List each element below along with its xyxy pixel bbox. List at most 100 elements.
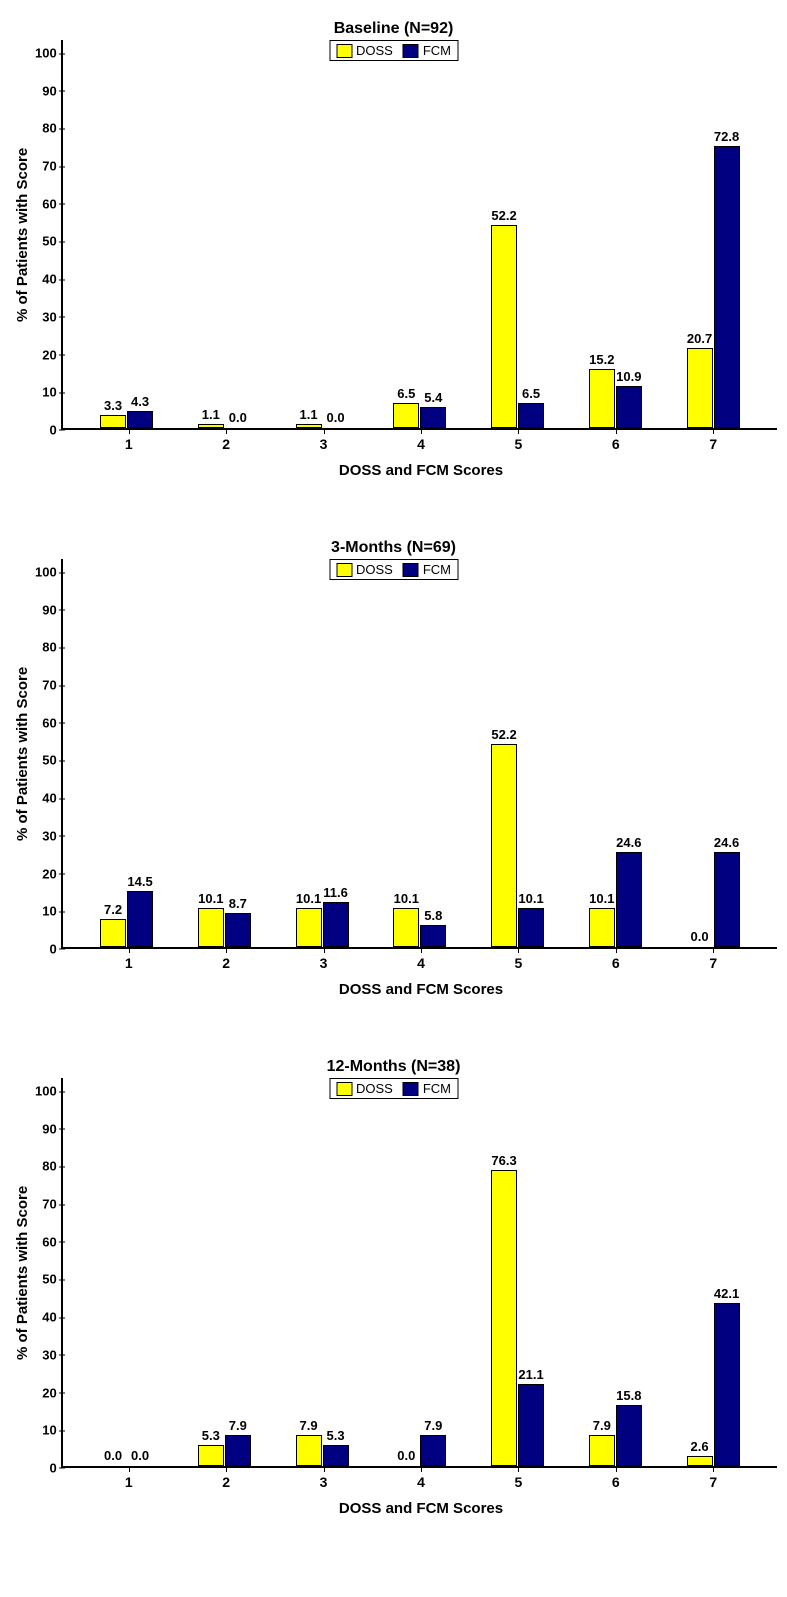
y-tick: 30 (42, 829, 56, 842)
bar-label-doss: 10.1 (198, 891, 223, 906)
x-tick: 1 (80, 1474, 177, 1492)
bar-fcm: 5.4 (420, 407, 446, 428)
x-tick: 4 (372, 955, 469, 973)
chart-panel: 12-Months (N=38) DOSS FCM % of Patients wit… (10, 1058, 777, 1517)
x-tick: 2 (177, 436, 274, 454)
category-group: 6.5 5.4 (371, 40, 469, 428)
bar-label-fcm: 8.7 (229, 896, 247, 911)
y-tick: 40 (42, 792, 56, 805)
legend-label-fcm: FCM (423, 1081, 451, 1096)
x-tick: 1 (80, 436, 177, 454)
y-tick: 0 (49, 942, 56, 955)
x-tick: 3 (275, 1474, 372, 1492)
y-tick: 40 (42, 273, 56, 286)
category-group: 76.321.1 (469, 1078, 567, 1466)
legend-label-fcm: FCM (423, 43, 451, 58)
bar-label-doss: 7.9 (300, 1418, 318, 1433)
category-group: 52.26.5 (469, 40, 567, 428)
bar-label-fcm: 24.6 (616, 835, 641, 850)
bar-label-fcm: 15.8 (616, 1388, 641, 1403)
y-axis-ticks: 1009080706050403020100 (35, 1078, 61, 1468)
bar-label-fcm: 0.0 (229, 410, 247, 425)
chart-body: % of Patients with Score1009080706050403… (10, 1078, 777, 1468)
bar-label-doss: 52.2 (491, 208, 516, 223)
legend-item-doss: DOSS (336, 1081, 393, 1096)
bar-fcm: 72.8 (714, 146, 740, 428)
y-axis-label: % of Patients with Score (10, 40, 35, 430)
x-tick: 3 (275, 955, 372, 973)
x-tick: 4 (372, 1474, 469, 1492)
legend-item-doss: DOSS (336, 562, 393, 577)
chart-title: 12-Months (N=38) (10, 1058, 777, 1076)
bar-doss: 52.2 (491, 225, 517, 428)
x-tick: 2 (177, 955, 274, 973)
bar-label-fcm: 14.5 (127, 874, 152, 889)
y-axis-ticks: 1009080706050403020100 (35, 40, 61, 430)
y-tick: 40 (42, 1311, 56, 1324)
y-tick: 0 (49, 1461, 56, 1474)
y-tick: 60 (42, 1235, 56, 1248)
bar-label-fcm: 5.8 (424, 908, 442, 923)
category-group: 3.3 4.3 (78, 40, 176, 428)
y-tick: 50 (42, 235, 56, 248)
bar-doss: 10.1 (589, 908, 615, 947)
bar-label-doss: 1.1 (202, 407, 220, 422)
legend-label-doss: DOSS (356, 562, 393, 577)
chart-legend: DOSS FCM (329, 40, 458, 61)
bar-label-doss: 10.1 (296, 891, 321, 906)
y-tick: 50 (42, 1273, 56, 1286)
bar-label-doss: 2.6 (691, 1439, 709, 1454)
category-group: 0.00.0 (78, 1078, 176, 1466)
chart-title: 3-Months (N=69) (10, 539, 777, 557)
x-axis-label: DOSS and FCM Scores (65, 462, 777, 479)
y-tick: 100 (35, 566, 57, 579)
bar-fcm: 15.8 (616, 1405, 642, 1466)
x-axis: 1234567 (65, 949, 777, 973)
bar-label-fcm: 11.6 (323, 885, 348, 900)
bar-label-doss: 7.2 (104, 902, 122, 917)
bar-fcm: 4.3 (127, 411, 153, 428)
bar-label-fcm: 7.9 (424, 1418, 442, 1433)
x-tick: 5 (470, 436, 567, 454)
bar-doss: 10.1 (393, 908, 419, 947)
bar-label-doss: 3.3 (104, 398, 122, 413)
category-group: 10.111.6 (273, 559, 371, 947)
x-tick: 7 (665, 1474, 762, 1492)
bar-doss: 7.9 (589, 1435, 615, 1466)
x-tick: 2 (177, 1474, 274, 1492)
x-tick: 5 (470, 1474, 567, 1492)
y-tick: 100 (35, 1085, 57, 1098)
y-tick: 10 (42, 386, 56, 399)
chart-title: Baseline (N=92) (10, 20, 777, 38)
y-tick: 50 (42, 754, 56, 767)
legend-label-doss: DOSS (356, 1081, 393, 1096)
bar-fcm: 5.3 (323, 1445, 349, 1466)
bar-doss: 20.7 (687, 348, 713, 428)
x-tick: 7 (665, 955, 762, 973)
legend-label-doss: DOSS (356, 43, 393, 58)
bar-label-doss: 0.0 (397, 1448, 415, 1463)
bar-fcm: 24.6 (714, 852, 740, 947)
x-tick: 1 (80, 955, 177, 973)
y-tick: 60 (42, 197, 56, 210)
bar-label-doss: 6.5 (397, 386, 415, 401)
y-axis-label: % of Patients with Score (10, 1078, 35, 1468)
bar-fcm: 24.6 (616, 852, 642, 947)
bar-label-fcm: 0.0 (131, 1448, 149, 1463)
bar-doss: 1.1 (296, 424, 322, 428)
bar-label-fcm: 72.8 (714, 129, 739, 144)
y-tick: 80 (42, 122, 56, 135)
x-tick: 6 (567, 955, 664, 973)
y-tick: 30 (42, 310, 56, 323)
bar-label-doss: 15.2 (589, 352, 614, 367)
bar-label-doss: 10.1 (394, 891, 419, 906)
bar-fcm: 7.9 (420, 1435, 446, 1466)
y-tick: 70 (42, 1198, 56, 1211)
bar-label-fcm: 24.6 (714, 835, 739, 850)
x-axis-label: DOSS and FCM Scores (65, 1500, 777, 1517)
x-axis: 1234567 (65, 1468, 777, 1492)
plot-area: 0.00.05.37.97.95.30.07.976.321.17.915.82… (61, 1078, 777, 1468)
bar-doss: 2.6 (687, 1456, 713, 1466)
bar-label-fcm: 5.4 (424, 390, 442, 405)
bar-fcm: 7.9 (225, 1435, 251, 1466)
